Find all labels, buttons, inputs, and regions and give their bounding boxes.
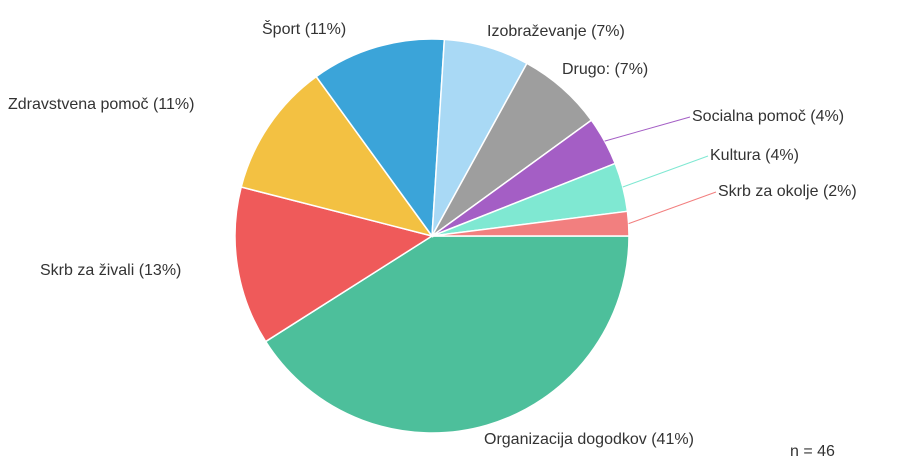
slice-label: Šport (11%) xyxy=(262,19,346,38)
slice-label: Kultura (4%) xyxy=(710,147,799,164)
pie-slice xyxy=(234,186,434,343)
slice-label: Izobraževanje (7%) xyxy=(487,23,625,40)
pie-slice xyxy=(264,235,630,434)
slice-label: Organizacija dogodkov (41%) xyxy=(484,431,694,448)
leader-line xyxy=(604,116,691,142)
annotation: n = 46 xyxy=(790,443,835,460)
slice-label: Skrb za okolje (2%) xyxy=(718,183,857,200)
slice-label: Socialna pomoč (4%) xyxy=(692,108,844,125)
pie-slice xyxy=(240,75,434,238)
pie-slice xyxy=(315,38,446,239)
slice-label: Drugo: (7%) xyxy=(562,61,648,78)
slice-label: Skrb za živali (13%) xyxy=(40,262,181,279)
leader-line xyxy=(622,155,709,188)
slice-label: Zdravstvena pomoč (11%) xyxy=(8,96,194,113)
leader-line xyxy=(628,191,717,225)
